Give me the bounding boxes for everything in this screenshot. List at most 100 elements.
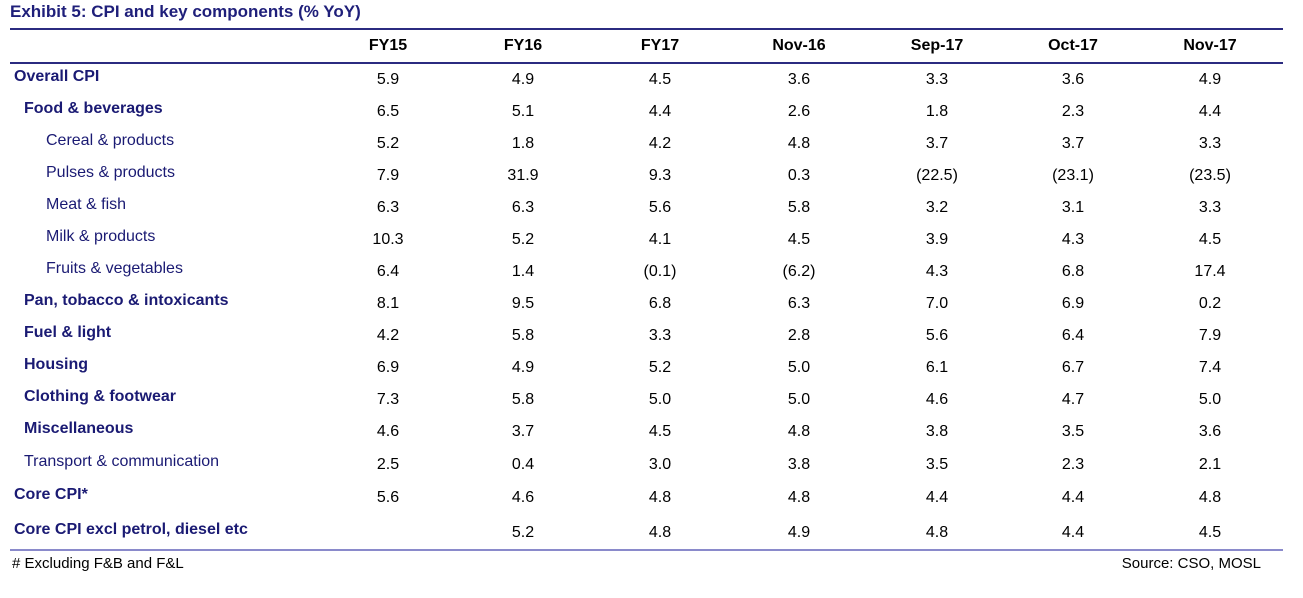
table-cell: 3.5 — [1061, 423, 1085, 440]
table-cell: 3.8 — [925, 423, 949, 440]
table-row: Food & beverages 6.5 5.1 4.4 2.6 1.8 2.3 4.4 — [10, 96, 1283, 128]
table-cell: 3.3 — [1198, 199, 1222, 216]
table-cell: 17.4 — [1194, 263, 1226, 280]
table-row: Overall CPI 5.9 4.9 4.5 3.6 3.3 3.6 4.9 — [10, 64, 1283, 96]
table-cell: 4.4 — [648, 103, 672, 120]
table-cell: 4.5 — [1198, 231, 1222, 248]
footnote: # Excluding F&B and F&L — [12, 555, 184, 572]
table-row: Clothing & footwear 7.3 5.8 5.0 5.0 4.6 4.7 5.0 — [10, 384, 1283, 416]
table-cell: 6.4 — [376, 263, 400, 280]
table-cell: (6.2) — [782, 263, 816, 280]
table-cell: 5.0 — [787, 359, 811, 376]
table-cell: 6.1 — [925, 359, 949, 376]
table-cell: 4.8 — [925, 524, 949, 541]
table-cell: 5.2 — [511, 231, 535, 248]
table-cell: 5.8 — [511, 391, 535, 408]
table-cell: 4.9 — [1198, 71, 1222, 88]
table-cell: 7.0 — [925, 295, 949, 312]
table-cell: 6.8 — [1061, 263, 1085, 280]
table-cell: 7.9 — [376, 167, 400, 184]
table-cell: (0.1) — [643, 263, 677, 280]
table-row: Fruits & vegetables 6.4 1.4 (0.1) (6.2) 4.3 6.… — [10, 256, 1283, 288]
table-cell: 5.1 — [511, 103, 535, 120]
table-cell: 4.5 — [648, 71, 672, 88]
table-row: Milk & products 10.3 5.2 4.1 4.5 3.9 4.3 4.5 — [10, 224, 1283, 256]
table-row: Transport & communication 2.5 0.4 3.0 3.8 3.5… — [10, 449, 1283, 482]
table-cell: 4.8 — [787, 489, 811, 506]
table-cell: 4.2 — [648, 135, 672, 152]
table-cell: 0.2 — [1198, 295, 1222, 312]
table-cell: 8.1 — [376, 295, 400, 312]
table-cell: 3.3 — [1198, 135, 1222, 152]
table-cell: 5.0 — [648, 391, 672, 408]
table-cell: 4.4 — [1061, 489, 1085, 506]
table-cell: 4.6 — [925, 391, 949, 408]
column-header: Oct-17 — [1048, 37, 1098, 54]
table-cell: 5.8 — [787, 199, 811, 216]
table-cell: 3.5 — [925, 456, 949, 473]
table-cell: 4.1 — [648, 231, 672, 248]
column-header: FY17 — [640, 37, 680, 54]
table-cell: 4.5 — [1198, 524, 1222, 541]
table-cell: 3.6 — [787, 71, 811, 88]
table-cell: 4.7 — [1061, 391, 1085, 408]
table-cell: 0.3 — [787, 167, 811, 184]
table-cell: 5.2 — [648, 359, 672, 376]
row-label: Miscellaneous — [24, 420, 134, 437]
table-cell: 3.7 — [1061, 135, 1085, 152]
cpi-table: FY15 FY16 FY17 Nov-16 Sep-17 Oct-17 Nov-17 Ove… — [10, 28, 1283, 551]
table-cell: 6.9 — [1061, 295, 1085, 312]
row-label: Cereal & products — [46, 132, 175, 149]
table-cell: 2.3 — [1061, 456, 1085, 473]
table-cell: 5.6 — [376, 489, 400, 506]
table-cell: 5.0 — [787, 391, 811, 408]
table-row: Core CPI excl petrol, diesel etc 5.2 4.8 4.… — [10, 517, 1283, 549]
table-cell: 2.6 — [787, 103, 811, 120]
table-cell: 3.3 — [648, 327, 672, 344]
column-header: FY15 — [368, 37, 408, 54]
table-top-rule — [10, 28, 1283, 30]
row-label: Transport & communication — [24, 453, 220, 470]
row-label: Core CPI* — [14, 486, 88, 503]
table-cell: 6.3 — [376, 199, 400, 216]
column-header: Nov-17 — [1183, 37, 1237, 54]
table-cell: 4.9 — [511, 359, 535, 376]
table-row: Pan, tobacco & intoxicants 8.1 9.5 6.8 6.3 7.… — [10, 288, 1283, 320]
table-cell: 0.4 — [511, 456, 535, 473]
table-cell: 2.1 — [1198, 456, 1222, 473]
table-cell: 2.8 — [787, 327, 811, 344]
table-cell: 4.6 — [376, 423, 400, 440]
table-cell: 5.2 — [376, 135, 400, 152]
table-cell: 3.3 — [925, 71, 949, 88]
table-cell: 6.4 — [1061, 327, 1085, 344]
table-cell: 7.4 — [1198, 359, 1222, 376]
table-cell: 4.6 — [511, 489, 535, 506]
row-label: Milk & products — [46, 228, 156, 245]
row-label: Clothing & footwear — [24, 388, 176, 405]
table-cell: 5.6 — [648, 199, 672, 216]
row-label: Overall CPI — [14, 68, 100, 85]
column-header: Sep-17 — [910, 37, 964, 54]
table-cell: (23.5) — [1189, 167, 1231, 184]
table-row: Housing 6.9 4.9 5.2 5.0 6.1 6.7 7.4 — [10, 352, 1283, 384]
table-cell: 4.9 — [511, 71, 535, 88]
table-cell: 6.8 — [648, 295, 672, 312]
row-label: Fruits & vegetables — [46, 260, 183, 277]
table-cell: 5.2 — [511, 524, 535, 541]
table-body: Overall CPI 5.9 4.9 4.5 3.6 3.3 3.6 4.9 Food & b… — [10, 64, 1283, 549]
table-cell: 5.0 — [1198, 391, 1222, 408]
table-row: Fuel & light 4.2 5.8 3.3 2.8 5.6 6.4 7.9 — [10, 320, 1283, 352]
table-bottom-rule — [10, 549, 1283, 551]
exhibit-title: Exhibit 5: CPI and key components (% YoY… — [10, 2, 361, 21]
table-cell: 4.4 — [925, 489, 949, 506]
row-label: Pulses & products — [46, 164, 175, 181]
table-cell: 1.8 — [511, 135, 535, 152]
table-cell: 1.4 — [511, 263, 535, 280]
row-label: Food & beverages — [24, 100, 163, 117]
table-cell: 4.8 — [648, 489, 672, 506]
row-label: Meat & fish — [46, 196, 127, 213]
table-cell: 3.7 — [925, 135, 949, 152]
row-label: Core CPI excl petrol, diesel etc — [14, 521, 248, 538]
table-cell: 5.8 — [511, 327, 535, 344]
table-cell: 6.3 — [787, 295, 811, 312]
